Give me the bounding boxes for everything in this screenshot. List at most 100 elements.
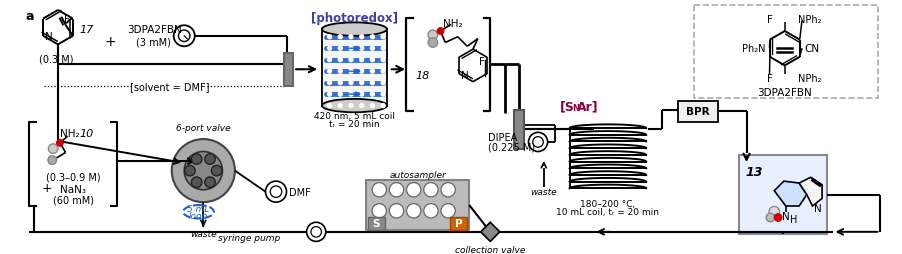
Text: [photoredox]: [photoredox]: [310, 12, 398, 25]
Circle shape: [57, 140, 63, 147]
Text: (0.3 M): (0.3 M): [39, 55, 73, 65]
Circle shape: [369, 58, 374, 63]
Ellipse shape: [321, 100, 387, 113]
Circle shape: [348, 35, 354, 40]
Circle shape: [191, 177, 202, 188]
Circle shape: [327, 35, 332, 40]
Circle shape: [440, 183, 455, 197]
Circle shape: [185, 166, 195, 176]
Circle shape: [380, 92, 385, 97]
Text: 420 nm, 5 mL coil: 420 nm, 5 mL coil: [314, 111, 394, 120]
Circle shape: [337, 92, 343, 97]
Text: F: F: [479, 57, 484, 67]
Circle shape: [532, 137, 543, 148]
Circle shape: [205, 154, 215, 165]
Text: 13: 13: [745, 165, 762, 178]
Circle shape: [359, 103, 364, 109]
Circle shape: [173, 26, 195, 47]
Circle shape: [428, 31, 437, 40]
Circle shape: [769, 207, 778, 217]
Circle shape: [211, 166, 222, 176]
Circle shape: [380, 58, 385, 63]
Text: autosampler: autosampler: [389, 170, 446, 179]
Text: F: F: [64, 14, 70, 24]
Circle shape: [337, 46, 343, 52]
Circle shape: [327, 92, 332, 97]
Circle shape: [348, 92, 354, 97]
Polygon shape: [480, 223, 499, 242]
Text: N: N: [460, 71, 468, 81]
Circle shape: [372, 204, 386, 218]
Text: 3DPA2FBN: 3DPA2FBN: [757, 88, 811, 98]
Polygon shape: [798, 178, 821, 206]
Text: 18: 18: [415, 71, 429, 81]
Circle shape: [171, 139, 235, 202]
Text: (0.3–0.9 M): (0.3–0.9 M): [46, 172, 100, 182]
Circle shape: [369, 46, 374, 52]
Bar: [365, 181, 469, 230]
Text: collection valve: collection valve: [455, 245, 525, 253]
Text: N: N: [814, 203, 821, 213]
Circle shape: [380, 103, 385, 109]
Circle shape: [327, 58, 332, 63]
Bar: [676, 101, 717, 122]
Circle shape: [423, 204, 437, 218]
Circle shape: [348, 58, 354, 63]
Circle shape: [348, 46, 354, 52]
Text: loop: loop: [189, 211, 208, 220]
Text: N: N: [572, 104, 579, 113]
Circle shape: [359, 35, 364, 40]
Bar: [513, 111, 523, 149]
Text: DIPEA: DIPEA: [488, 133, 517, 142]
Circle shape: [369, 69, 374, 74]
Circle shape: [380, 35, 385, 40]
Text: N: N: [781, 211, 788, 221]
Text: a: a: [25, 10, 34, 23]
Text: NH₂: NH₂: [60, 129, 79, 139]
Circle shape: [337, 103, 343, 109]
Text: 3DPA2FBN: 3DPA2FBN: [126, 25, 181, 35]
Text: F: F: [767, 74, 772, 84]
Circle shape: [265, 181, 286, 202]
Text: 10 mL coil, tᵣ = 20 min: 10 mL coil, tᵣ = 20 min: [556, 208, 658, 216]
Circle shape: [310, 227, 321, 237]
Bar: [693, 6, 877, 99]
Circle shape: [270, 186, 281, 198]
Circle shape: [369, 103, 374, 109]
Text: waste: waste: [529, 187, 557, 196]
Text: Ar]: Ar]: [576, 100, 598, 113]
Text: N: N: [45, 32, 52, 42]
Circle shape: [369, 92, 374, 97]
Circle shape: [406, 204, 420, 218]
Text: 6-port valve: 6-port valve: [176, 124, 230, 133]
Text: BPR: BPR: [686, 107, 709, 117]
Circle shape: [348, 69, 354, 74]
Text: [S: [S: [559, 100, 575, 113]
Circle shape: [380, 81, 385, 86]
Circle shape: [307, 223, 326, 242]
Circle shape: [49, 144, 58, 154]
Circle shape: [359, 46, 364, 52]
Circle shape: [528, 133, 547, 152]
Text: (60 mM): (60 mM): [52, 195, 94, 204]
Circle shape: [380, 69, 385, 74]
Circle shape: [389, 183, 403, 197]
Circle shape: [389, 204, 403, 218]
Text: NH₂: NH₂: [443, 19, 463, 29]
Circle shape: [369, 35, 374, 40]
Text: H: H: [789, 215, 796, 225]
Text: (0.225 M): (0.225 M): [488, 142, 535, 152]
Circle shape: [184, 152, 222, 190]
Circle shape: [48, 156, 57, 165]
Circle shape: [369, 81, 374, 86]
Text: 180–200 °C,: 180–200 °C,: [580, 199, 635, 208]
Circle shape: [327, 69, 332, 74]
Circle shape: [359, 58, 364, 63]
Circle shape: [337, 81, 343, 86]
Text: 17: 17: [78, 25, 93, 35]
Text: CN: CN: [803, 44, 818, 54]
Circle shape: [348, 81, 354, 86]
Text: +: +: [105, 35, 116, 48]
Text: DMF: DMF: [289, 187, 311, 197]
Circle shape: [773, 214, 781, 221]
